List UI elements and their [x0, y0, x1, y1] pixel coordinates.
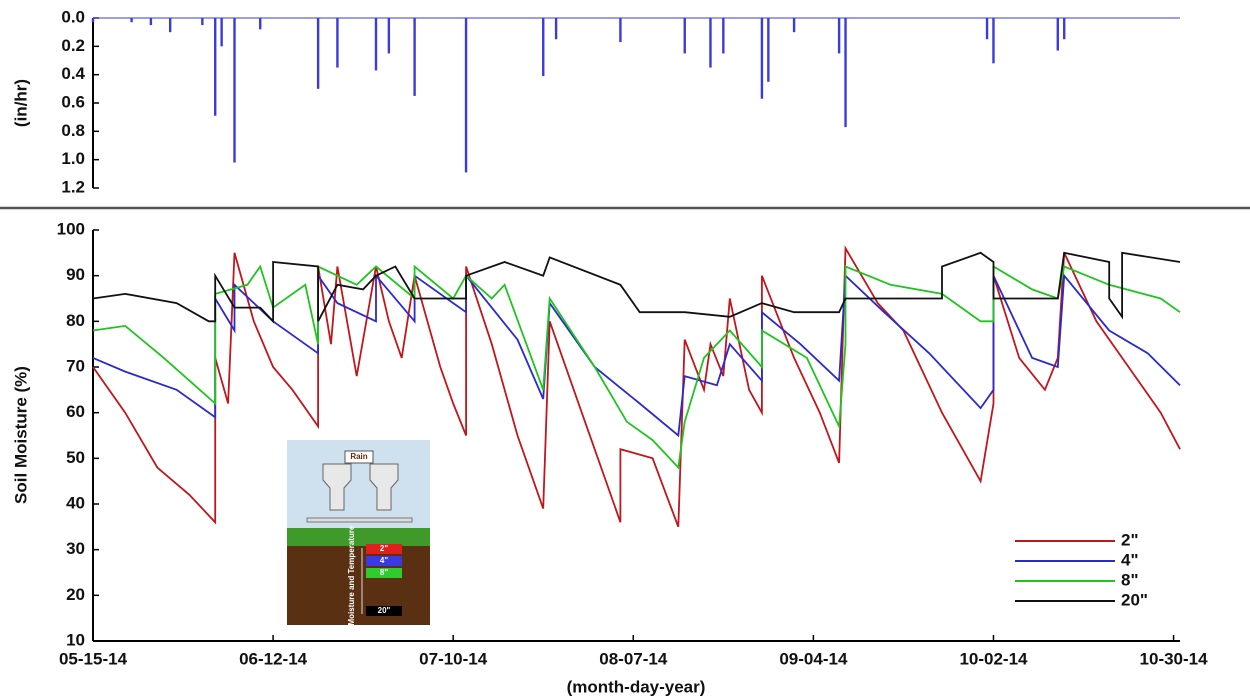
- rain-bar: [387, 18, 391, 54]
- y-tick-label: 70: [66, 356, 85, 375]
- rain-bar: [149, 18, 153, 26]
- rain-bar: [985, 18, 989, 40]
- y-tick-label: 100: [57, 219, 85, 238]
- y-tick-label: 40: [66, 493, 85, 512]
- inset-sensor: [366, 556, 402, 566]
- y-tick-label: 0.6: [61, 92, 85, 111]
- x-axis-title: (month-day-year): [567, 677, 706, 696]
- rain-bar: [336, 18, 339, 68]
- inset-grass: [287, 528, 430, 546]
- rain-bar: [413, 18, 416, 96]
- rain-bar: [767, 18, 770, 82]
- rain-bar: [233, 18, 236, 163]
- rain-bar: [709, 18, 712, 68]
- x-tick-label: 08-07-14: [599, 649, 668, 668]
- y-tick-label: 30: [66, 539, 85, 558]
- x-tick-label: 10-02-14: [959, 649, 1028, 668]
- inset-side-label: Soil Moisture and Temperature: [347, 525, 356, 642]
- rain-bar: [554, 18, 558, 40]
- series-line: [92, 251, 1181, 324]
- y-tick-label: 1.2: [61, 177, 85, 196]
- rain-bar: [760, 18, 764, 99]
- rain-bar: [374, 18, 378, 71]
- series-line: [92, 272, 1181, 438]
- series-line: [92, 245, 1181, 528]
- inset-label-box: [344, 450, 374, 464]
- y-tick-label: 20: [66, 585, 85, 604]
- rain-bar: [683, 18, 686, 54]
- x-tick-label: 10-30-14: [1140, 649, 1209, 668]
- rain-bar: [91, 18, 95, 23]
- rain-bar: [542, 18, 545, 77]
- rain-bar: [722, 18, 725, 54]
- rain-bar: [316, 18, 320, 89]
- y-tick-label: 80: [66, 311, 85, 330]
- legend-label: 8": [1121, 570, 1139, 589]
- rain-bar: [464, 18, 468, 173]
- y-tick-label: 1.0: [61, 149, 85, 168]
- rain-bar: [792, 18, 796, 33]
- rain-bar: [220, 18, 223, 47]
- y-tick-label: 0.0: [61, 7, 85, 26]
- legend-label: 2": [1121, 530, 1139, 549]
- rain-bar: [844, 18, 847, 128]
- inset-gauges: [322, 463, 399, 511]
- inset-depth: 20": [378, 606, 391, 615]
- legend-label: 20": [1121, 590, 1148, 609]
- inset-sensor: [366, 606, 402, 616]
- rain-bar: [214, 18, 217, 116]
- rain-bar: [201, 18, 204, 26]
- y-tick-label: 0.8: [61, 121, 85, 140]
- inset-soil: [287, 544, 430, 625]
- inset-depth: 8": [380, 568, 388, 577]
- y-tick-label: 90: [66, 265, 85, 284]
- rain-bar: [992, 18, 995, 64]
- inset-diagram: Rain 2" 4" 8" 20" Soil Moisture and Temp…: [287, 440, 430, 642]
- y-axis-title: (in/hr): [11, 79, 30, 127]
- inset-sensor: [366, 544, 402, 554]
- rain-bar: [130, 18, 133, 23]
- y-tick-label: 10: [66, 630, 85, 649]
- inset-sensor: [366, 568, 402, 578]
- y-tick-label: 50: [66, 448, 85, 467]
- legend-label: 4": [1121, 550, 1139, 569]
- rain-bar: [619, 18, 622, 43]
- x-tick-label: 07-10-14: [419, 649, 488, 668]
- rain-bar: [837, 18, 841, 54]
- y-tick-label: 60: [66, 402, 85, 421]
- inset-beam: [306, 517, 413, 523]
- rain-bar: [1056, 18, 1059, 51]
- x-tick-label: 06-12-14: [239, 649, 308, 668]
- inset-title: Rain: [350, 452, 367, 461]
- rain-bar: [168, 18, 172, 33]
- inset-depth: 2": [380, 544, 388, 553]
- x-tick-label: 09-04-14: [779, 649, 848, 668]
- y-tick-label: 0.2: [61, 36, 85, 55]
- y-tick-label: 0.4: [61, 64, 85, 83]
- rain-bar: [1063, 18, 1066, 40]
- inset-depth: 4": [380, 556, 388, 565]
- series-line: [92, 264, 1181, 470]
- x-tick-label: 05-15-14: [59, 649, 128, 668]
- rain-bar: [259, 18, 262, 30]
- y-axis-title: Soil Moisture (%): [11, 366, 30, 504]
